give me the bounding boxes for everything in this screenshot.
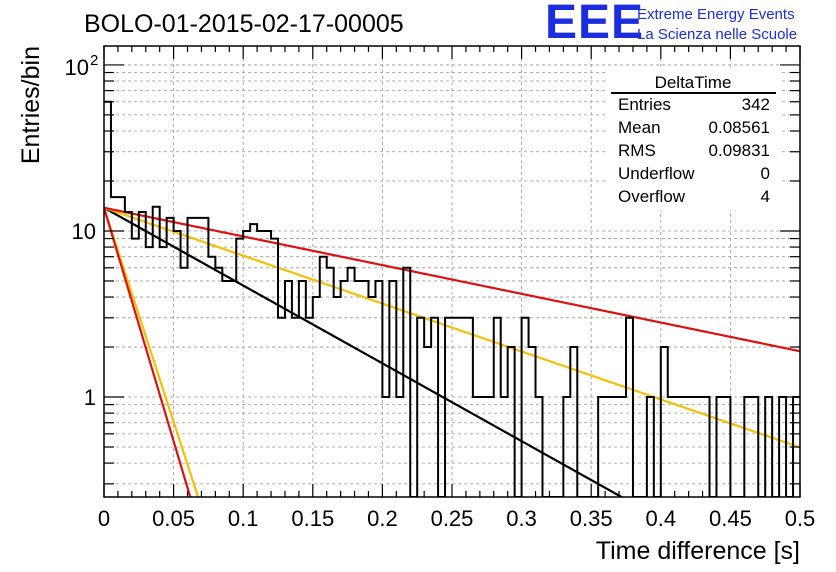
y-tick-label: 1 <box>84 385 96 410</box>
x-tick-label: 0.4 <box>646 506 677 531</box>
stats-row-value: 0.08561 <box>709 118 770 137</box>
stats-row-label: Mean <box>618 118 661 137</box>
eee-logo-line2: La Scienza nelle Scuole <box>637 26 797 43</box>
eee-logo: EEE Extreme Energy Events La Scienza nel… <box>545 0 797 49</box>
y-tick-label-exponent: 2 <box>90 52 98 69</box>
x-tick-label: 0.3 <box>506 506 537 531</box>
fit-curve <box>104 206 800 449</box>
stats-row-value: 4 <box>761 187 770 206</box>
stats-title: DeltaTime <box>655 73 732 92</box>
x-tick-label: 0.2 <box>367 506 398 531</box>
x-tick-label: 0.25 <box>431 506 474 531</box>
histogram-outline <box>104 100 800 497</box>
fit-curve <box>104 206 624 497</box>
axes: 0 0.05 0.1 0.15 0.2 0.25 0.3 0.35 0.4 0.45 0.5 1 10 1… <box>65 46 816 531</box>
x-tick-label: 0.45 <box>709 506 752 531</box>
fit-curves <box>104 206 800 497</box>
stats-row-label: RMS <box>618 141 656 160</box>
stats-row-value: 0 <box>761 164 770 183</box>
stats-row-value: 342 <box>742 95 770 114</box>
x-tick-label: 0.15 <box>291 506 334 531</box>
stats-row-label: Underflow <box>618 164 695 183</box>
x-tick-label: 0.05 <box>152 506 195 531</box>
x-tick-label: 0 <box>98 506 110 531</box>
x-tick-label: 0.5 <box>785 506 816 531</box>
x-tick-label: 0.35 <box>570 506 613 531</box>
y-tick-label: 10 <box>65 55 89 80</box>
stats-row-value: 0.09831 <box>709 141 770 160</box>
eee-logo-mark: EEE <box>545 0 644 49</box>
fit-curve <box>104 207 200 497</box>
stats-box: DeltaTime Entries 342 Mean 0.08561 RMS 0.0983… <box>608 70 780 210</box>
y-tick-label: 10 <box>72 219 96 244</box>
y-axis-label: Entries/bin <box>17 46 45 164</box>
grid <box>104 46 800 497</box>
fit-curve <box>104 207 192 497</box>
chart-title: BOLO-01-2015-02-17-00005 <box>84 10 404 38</box>
fit-curve <box>104 206 800 353</box>
x-axis-label: Time difference [s] <box>596 537 800 565</box>
stats-row-label: Overflow <box>618 187 686 206</box>
x-tick-label: 0.1 <box>228 506 259 531</box>
stats-row-label: Entries <box>618 95 671 114</box>
eee-logo-line1: Extreme Energy Events <box>637 6 795 23</box>
